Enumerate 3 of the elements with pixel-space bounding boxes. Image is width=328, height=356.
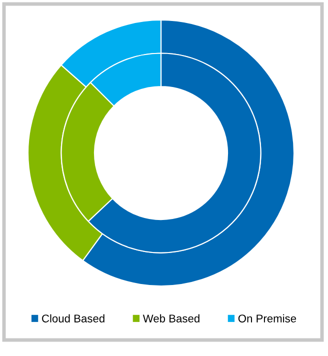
legend-label: Web Based [142,314,200,322]
legend-label: Cloud Based [42,314,104,322]
legend-label: On Premise [238,314,296,322]
